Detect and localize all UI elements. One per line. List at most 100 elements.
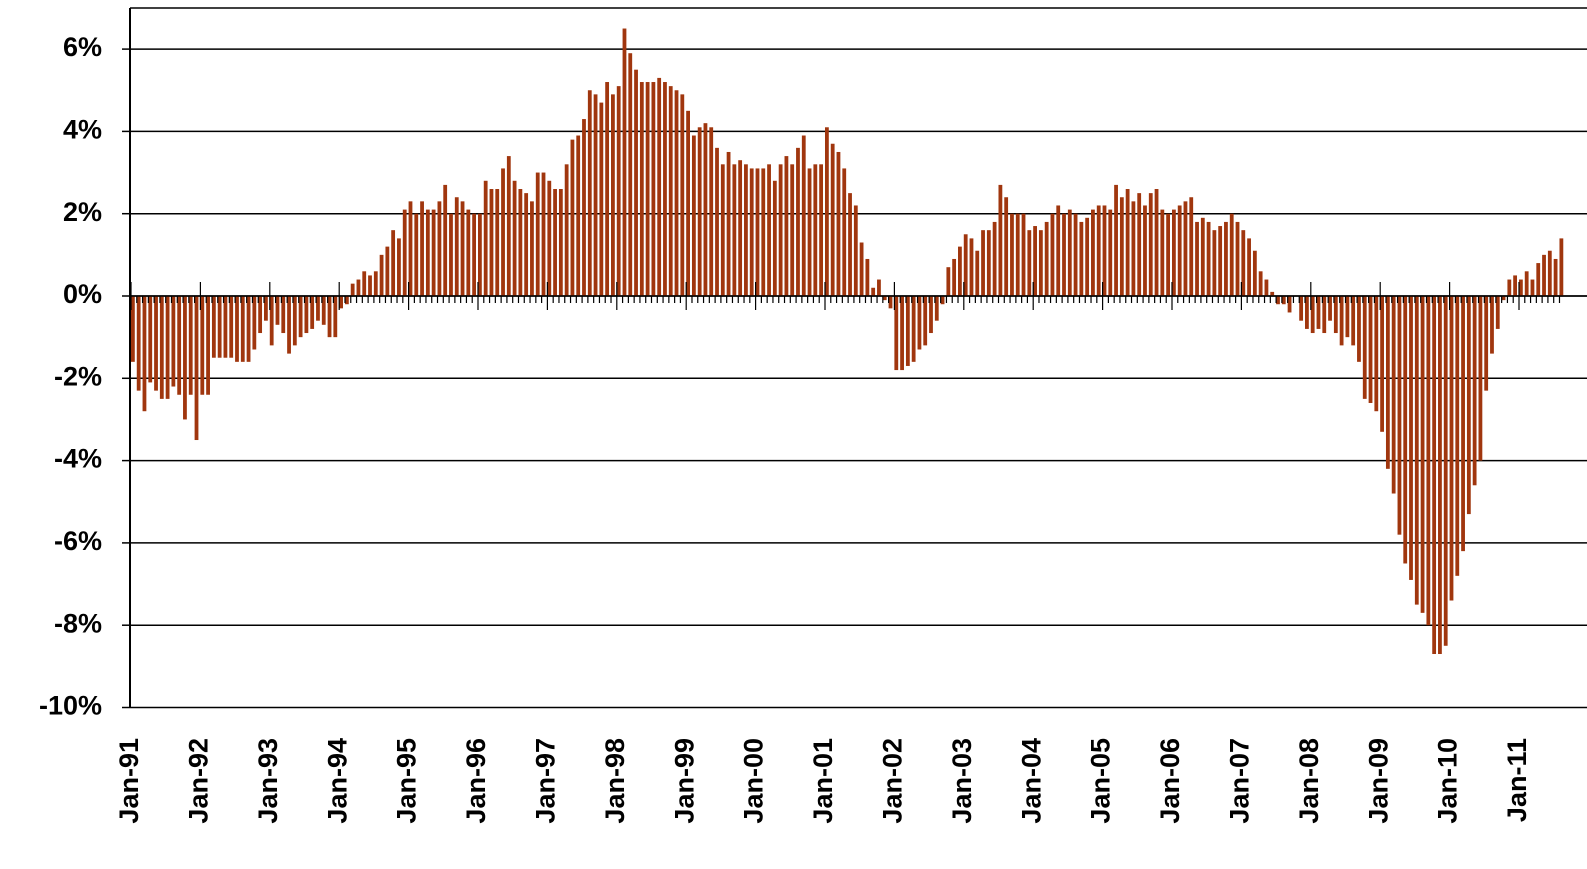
x-tick-label: Jan-04 (1016, 738, 1046, 824)
bar (264, 296, 268, 321)
bar (859, 242, 864, 296)
bar (154, 296, 158, 391)
bar (1524, 271, 1529, 296)
bar (611, 94, 615, 297)
bar (472, 213, 477, 296)
bar (518, 189, 523, 296)
bar (564, 164, 569, 296)
bar (165, 296, 170, 399)
bar (1362, 296, 1367, 399)
bar (1478, 296, 1483, 461)
bar (1472, 296, 1477, 486)
bar (483, 180, 488, 296)
bar (720, 164, 725, 296)
bar (871, 287, 876, 296)
bar (934, 296, 939, 321)
bar (1351, 296, 1356, 346)
bar (796, 147, 800, 296)
bar (657, 77, 662, 296)
bar (645, 82, 650, 297)
bar (616, 86, 621, 296)
bar (755, 168, 760, 296)
bar (420, 201, 424, 296)
bar (1380, 296, 1384, 432)
bar (663, 82, 667, 297)
x-tick-label: Jan-11 (1502, 738, 1532, 822)
bar (853, 205, 858, 296)
bar (709, 127, 714, 296)
bar (975, 250, 980, 296)
bar (772, 180, 777, 296)
bar (1368, 296, 1373, 403)
bar (1183, 201, 1188, 296)
bar (397, 238, 401, 296)
bar (1553, 258, 1558, 296)
bar (917, 296, 922, 350)
x-tick-label: Jan-92 (184, 738, 214, 824)
y-tick-label: 0% (63, 279, 102, 309)
bar (1125, 189, 1130, 296)
bar (206, 296, 210, 395)
bar (425, 209, 430, 296)
x-tick-label: Jan-93 (253, 738, 283, 824)
bar (1062, 213, 1066, 296)
bar (385, 246, 390, 296)
bar (981, 230, 985, 296)
x-tick-label: Jan-96 (461, 738, 491, 824)
y-tick-label: -10% (39, 691, 102, 721)
bar (547, 180, 552, 296)
bar (506, 156, 511, 296)
bar (1027, 230, 1032, 296)
bar (449, 213, 453, 296)
bar (310, 296, 315, 329)
bar (605, 82, 610, 297)
bar (1449, 296, 1454, 601)
bar (1056, 205, 1061, 296)
bar (1224, 221, 1228, 296)
bar (1513, 275, 1518, 296)
bar (1339, 296, 1344, 346)
bar (1154, 189, 1159, 296)
bar (1241, 230, 1246, 296)
bar (1206, 221, 1211, 296)
bar (1328, 296, 1332, 321)
bar (1021, 213, 1026, 296)
bar (466, 209, 471, 296)
bar (1148, 193, 1153, 296)
y-tick-label: -4% (54, 444, 102, 474)
bar (362, 271, 367, 296)
bar (923, 296, 928, 346)
bar (882, 296, 887, 301)
bar (414, 213, 419, 296)
bar (1189, 197, 1194, 296)
bar (136, 296, 141, 391)
bar (1258, 271, 1263, 296)
bar (1044, 221, 1049, 296)
bar (1073, 213, 1078, 296)
bar (321, 296, 326, 325)
bar (894, 296, 899, 371)
bar (373, 271, 378, 296)
bar (356, 279, 361, 296)
bar (530, 201, 534, 296)
bar (992, 221, 997, 296)
bar (344, 296, 349, 305)
bar (1102, 205, 1107, 296)
y-tick-label: -6% (54, 526, 102, 556)
bar (790, 164, 795, 296)
bar (489, 189, 494, 296)
bar (877, 279, 881, 296)
bar (582, 119, 586, 297)
bar (333, 296, 338, 338)
bar (691, 135, 696, 296)
bar (402, 209, 407, 296)
bar (819, 164, 824, 296)
bar (1432, 296, 1437, 655)
bar (171, 296, 176, 387)
bar (275, 296, 280, 325)
bar (1171, 209, 1176, 296)
bar (535, 172, 540, 296)
bar (298, 296, 303, 338)
bar (865, 258, 870, 296)
bar (1357, 296, 1361, 362)
